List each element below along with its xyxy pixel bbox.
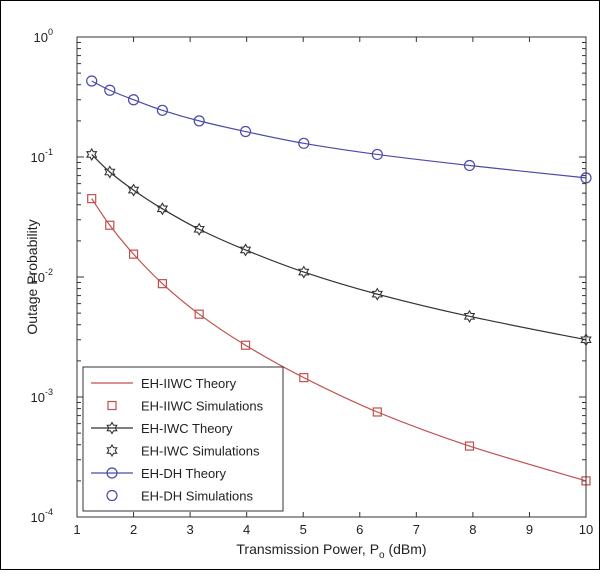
data-point-marker <box>239 125 252 138</box>
data-point-marker <box>298 137 310 149</box>
data-point-marker <box>193 115 205 127</box>
data-point-marker <box>104 84 116 96</box>
legend-label: EH-DH Theory <box>141 466 227 481</box>
x-axis-label: Transmission Power, Po (dBm) <box>236 541 426 561</box>
y-tick-label: 100 <box>34 27 53 45</box>
x-tick-label: 9 <box>526 522 533 537</box>
data-point-marker <box>464 441 475 451</box>
legend-label: EH-IWC Simulations <box>141 444 260 459</box>
data-point-marker <box>127 183 140 197</box>
data-point-marker <box>371 287 384 301</box>
y-tick-label: 10-3 <box>31 387 53 405</box>
x-tick-label: 2 <box>130 522 137 537</box>
data-point-marker <box>299 373 309 383</box>
data-point-marker <box>128 249 139 259</box>
data-point-marker <box>372 407 382 417</box>
legend-marker-swatch <box>107 400 117 411</box>
x-tick-label: 10 <box>579 522 593 537</box>
data-point-marker <box>157 279 167 289</box>
data-point-marker <box>463 309 476 323</box>
x-axis-label-subscript: o <box>379 550 385 561</box>
data-point-marker <box>85 147 98 162</box>
data-point-marker <box>86 75 98 87</box>
y-tick-label: 10-1 <box>31 147 53 165</box>
data-point-marker <box>156 202 169 216</box>
legend-box <box>82 366 284 512</box>
x-tick-label: 6 <box>356 522 363 537</box>
data-point-marker <box>239 243 252 257</box>
series-line-2 <box>91 154 587 341</box>
data-point-marker <box>87 194 97 204</box>
series-lines <box>91 80 587 482</box>
x-tick-label: 3 <box>186 522 193 537</box>
legend-marker-swatch <box>106 467 118 479</box>
x-tick-label: 7 <box>413 522 420 537</box>
data-point-marker <box>104 165 116 179</box>
series-markers <box>85 75 592 486</box>
x-tick-label: 8 <box>469 522 476 537</box>
data-point-marker <box>463 159 476 172</box>
legend-marker-swatch <box>106 421 118 435</box>
data-point-marker <box>194 309 204 319</box>
series-line-1 <box>91 198 587 482</box>
y-axis-label: Outage Probability <box>24 219 40 334</box>
legend: EH-IIWC Theory EH-IIWC Simulations EH-IWC … <box>82 366 284 512</box>
series-line-3 <box>91 80 587 179</box>
data-point-marker <box>193 222 205 236</box>
y-tick-label: 10-2 <box>31 267 53 285</box>
legend-label: EH-DH Simulations <box>141 489 253 504</box>
legend-label: EH-IIWC Simulations <box>141 399 264 414</box>
data-point-marker <box>105 220 115 230</box>
data-point-marker <box>371 148 383 161</box>
data-point-marker <box>127 94 140 106</box>
x-axis-label-main: Transmission Power, P <box>236 541 379 557</box>
x-axis-label-unit: (dBm) <box>385 541 427 557</box>
data-point-marker <box>156 104 168 116</box>
data-point-marker <box>240 340 251 350</box>
plot-area-border <box>76 36 587 518</box>
data-point-marker <box>298 265 310 279</box>
legend-marker-swatch <box>106 489 118 502</box>
legend-marker-swatch <box>106 443 118 458</box>
legend-label: EH-IWC Theory <box>141 421 233 436</box>
y-tick-label: 10-4 <box>31 507 53 525</box>
x-tick-label: 5 <box>300 522 307 537</box>
legend-label: EH-IIWC Theory <box>141 376 237 391</box>
x-tick-label: 4 <box>243 522 250 537</box>
x-tick-label: 1 <box>73 522 80 537</box>
